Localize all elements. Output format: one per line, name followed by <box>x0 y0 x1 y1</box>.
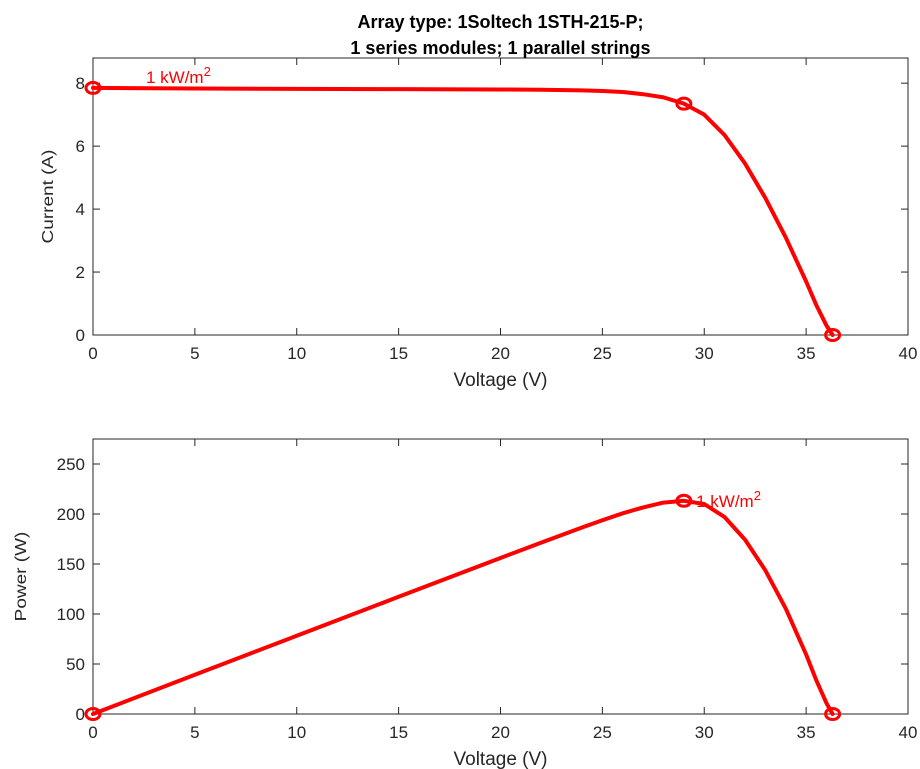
x-tick-label: 5 <box>190 723 199 742</box>
data-point-marker <box>84 80 102 95</box>
x-tick-label: 35 <box>797 723 816 742</box>
x-tick-label: 0 <box>88 723 97 742</box>
pv-curve-plot: 0 5 10 15 20 25 30 35 40 0 50 100 150 200 250 Voltage (… <box>12 438 918 769</box>
chart-title-line: 1 series modules; 1 parallel strings <box>350 38 650 58</box>
x-tick-label: 20 <box>491 723 510 742</box>
annotation-superscript: 2 <box>204 64 211 79</box>
x-tick-label: 10 <box>287 723 306 742</box>
y-tick-label: 2 <box>76 263 85 282</box>
x-tick-label: 0 <box>88 344 97 363</box>
y-tick-label: 0 <box>76 326 85 345</box>
annotation-text: 1 kW/m <box>696 492 754 511</box>
series-line <box>91 85 835 337</box>
y-tick-label: 0 <box>76 705 85 724</box>
x-axis-title: Voltage (V) <box>454 370 548 391</box>
x-tick-label: 5 <box>190 344 199 363</box>
data-point-marker <box>675 96 693 111</box>
x-tick-label: 40 <box>899 344 918 363</box>
annotation-text: 1 kW/m <box>146 68 204 87</box>
x-tick-label: 35 <box>797 344 816 363</box>
iv-curve-plot: 0 5 10 15 20 25 30 35 40 0 2 4 6 8 Voltage (V) Current … <box>39 12 918 391</box>
x-tick-label: 30 <box>695 344 714 363</box>
y-axis-title: Power (W) <box>12 532 30 622</box>
y-tick-label: 6 <box>76 137 85 156</box>
axes-box <box>92 57 909 336</box>
axes-box <box>92 438 909 715</box>
y-tick-label: 100 <box>57 605 85 624</box>
y-tick-label: 200 <box>57 505 85 524</box>
x-axis-title: Voltage (V) <box>454 749 548 769</box>
x-tick-label: 20 <box>491 344 510 363</box>
data-point-marker <box>84 707 102 721</box>
annotation-superscript: 2 <box>754 488 761 503</box>
y-tick-label: 250 <box>57 455 85 474</box>
y-tick-label: 50 <box>66 655 85 674</box>
x-tick-label: 25 <box>593 723 612 742</box>
y-tick-label: 4 <box>76 200 85 219</box>
x-tick-label: 15 <box>389 723 408 742</box>
x-tick-label: 15 <box>389 344 408 363</box>
y-tick-label: 150 <box>57 555 85 574</box>
data-point-marker <box>824 707 842 721</box>
x-tick-label: 40 <box>899 723 918 742</box>
x-tick-label: 25 <box>593 344 612 363</box>
y-tick-label: 8 <box>76 74 85 93</box>
x-tick-label: 30 <box>695 723 714 742</box>
x-tick-label: 10 <box>287 344 306 363</box>
data-point-marker <box>675 493 693 508</box>
y-axis-title: Current (A) <box>39 150 57 244</box>
irradiance-annotation: 1 kW/m2 <box>146 64 211 87</box>
data-point-marker <box>824 328 842 342</box>
irradiance-annotation: 1 kW/m2 <box>696 488 761 511</box>
chart-title-line: Array type: 1Soltech 1STH-215-P; <box>357 12 643 32</box>
series-line <box>91 498 835 716</box>
